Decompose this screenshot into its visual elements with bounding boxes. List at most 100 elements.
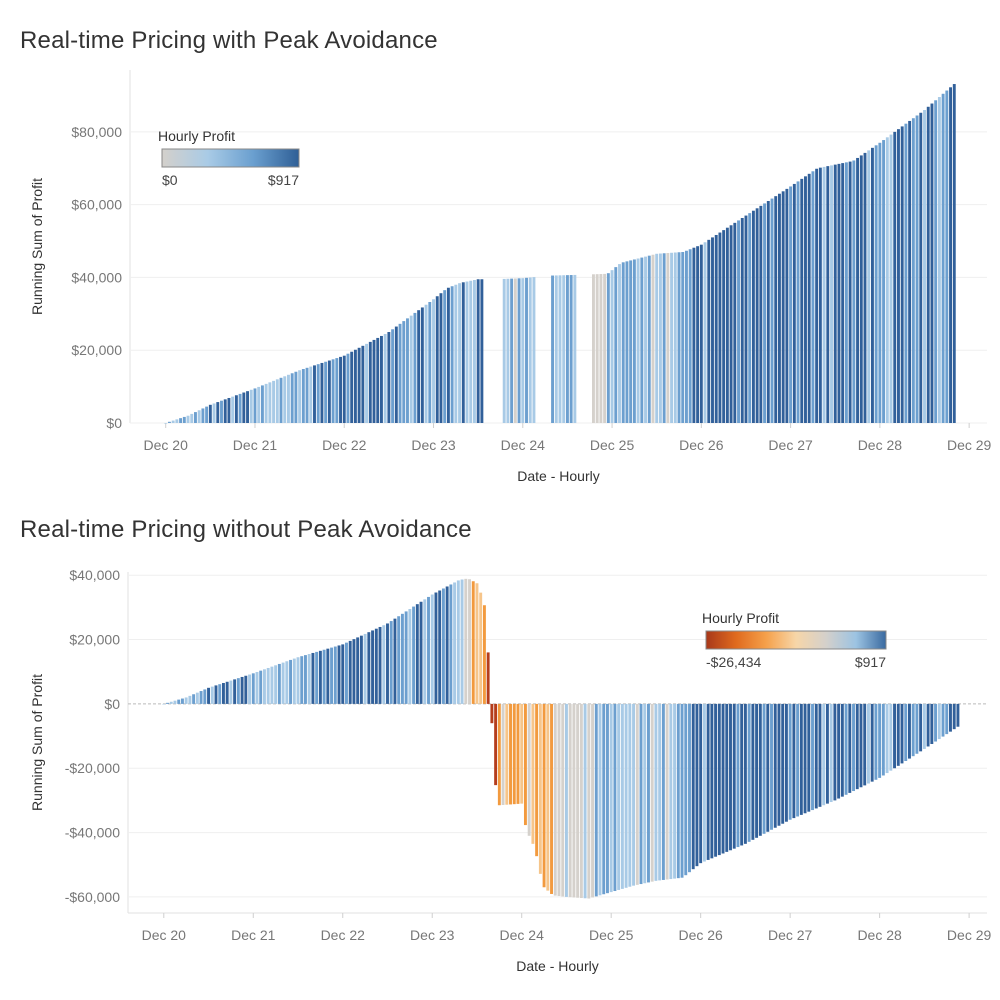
chart-bar [383,333,387,423]
chart-bar [949,703,952,732]
chart-bar [233,679,237,704]
y-tick-label: $0 [106,415,122,431]
chart-bar [475,583,479,704]
y-tick-label: $20,000 [69,632,120,648]
chart-bar [439,293,443,423]
chart-bar [781,191,785,423]
chart-bar [736,703,740,848]
x-tick-label: Dec 23 [410,927,455,943]
chart-bar [770,198,774,423]
chart-bar [438,590,442,704]
chart-bar [546,703,550,891]
chart-bar [322,649,326,704]
chart-bar [289,659,293,704]
chart-bar [195,692,199,704]
chart-bar [952,703,956,730]
chart-bar [359,635,363,704]
y-tick-label: $20,000 [71,342,122,358]
chart-bar [270,666,274,704]
chart-bar [324,361,328,423]
y-tick-label: -$20,000 [65,760,120,776]
chart-bar [309,366,313,423]
chart-bar [203,689,207,704]
chart-bar [710,703,714,859]
chart-title: Real-time Pricing with Peak Avoidance [20,27,438,54]
chart-bar [670,252,674,423]
chart-bar [311,652,315,704]
chart-bar [248,674,251,704]
chart-bar [428,302,432,423]
chart-bar [208,404,212,423]
chart-bar [402,321,406,423]
chart-bar [706,703,710,860]
x-tick-label: Dec 29 [947,927,992,943]
chart-bar [647,255,651,423]
chart-bar [624,703,628,888]
chart-bar [223,399,227,423]
chart-bar [316,364,320,423]
chart-bar [435,296,439,423]
chart-bar [184,697,188,704]
chart-bar [592,274,595,423]
chart-bar [579,703,583,898]
chart-bar [502,278,506,423]
x-tick-label: Dec 29 [947,437,992,453]
chart-bar [391,329,395,423]
chart-bar [408,609,412,704]
chart-bar [460,579,464,704]
chart-bar [348,640,352,704]
chart-bar [553,703,557,896]
chart-bar [789,186,793,423]
chart-bar [934,703,938,742]
chart-bar [318,650,322,704]
chart-bar [811,703,814,811]
legend-title: Hourly Profit [158,128,235,144]
chart-bar [673,252,677,423]
chart-bar [333,646,337,704]
x-tick-label: Dec 27 [768,927,813,943]
chart-bar [197,410,201,423]
chart-bar [513,278,517,423]
chart-bar [561,703,565,897]
chart-bar [352,639,356,704]
chart-bar [236,678,240,704]
chart-bar [587,703,591,899]
chart-bar [766,201,770,423]
chart-bar [427,596,430,704]
chart-bar [852,160,856,423]
chart-bar [506,278,510,423]
chart-panel-without-peak-avoidance: Real-time Pricing without Peak Avoidance… [0,500,1000,1000]
chart-bar [430,594,434,704]
x-tick-label: Dec 25 [590,437,635,453]
chart-bar [214,685,218,704]
chart-bar [194,412,197,423]
chart-bar [863,152,867,423]
chart-bar [896,703,900,766]
chart-bar [389,621,393,704]
chart-bar [893,131,897,423]
chart-bar [397,616,401,704]
chart-bar [394,326,398,423]
chart-bar [758,703,762,836]
chart-bar [829,703,833,803]
x-tick-label: Dec 20 [142,927,187,943]
chart-bar [353,349,357,423]
chart-bar [610,270,614,423]
chart-bar [164,423,168,424]
chart-bar [837,163,841,424]
chart-bar [692,247,696,423]
chart-bar [952,84,956,423]
chart-bar [471,581,475,704]
chart-bar [240,676,244,704]
chart-bar [740,703,744,846]
chart-bar [283,376,287,423]
chart-bar [833,164,837,423]
chart-bar [688,249,692,423]
chart-bar [695,703,699,867]
chart-bar [628,703,632,887]
chart-bar [166,702,169,704]
chart-bar [662,253,666,423]
chart-bar [550,703,553,894]
chart-bar [432,299,435,423]
chart-bar [464,578,468,704]
